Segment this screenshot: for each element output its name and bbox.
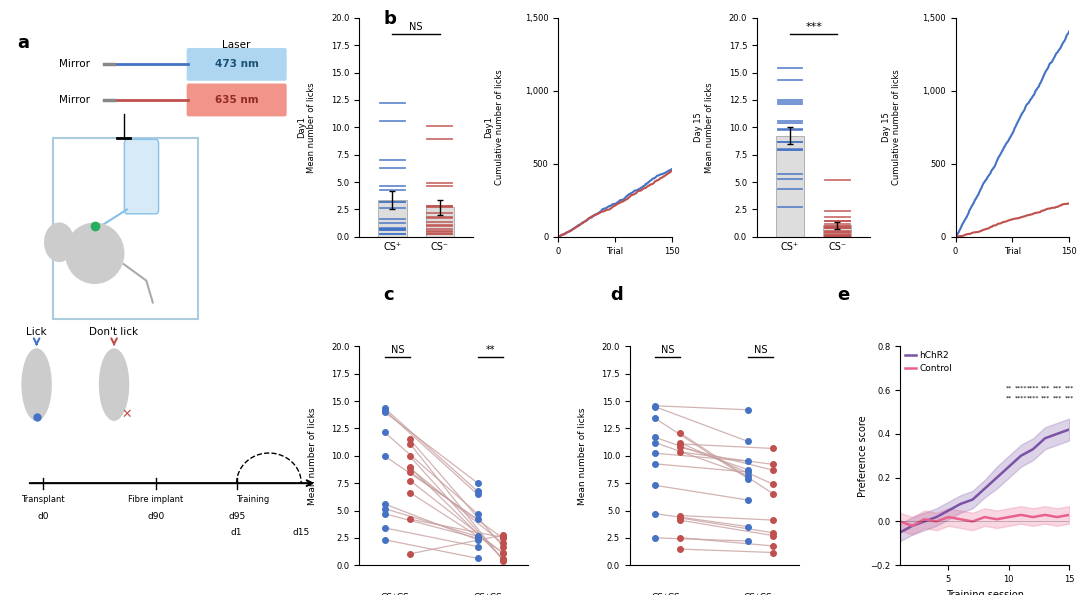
Y-axis label: Day 15
Mean number of licks: Day 15 Mean number of licks [694,82,714,173]
Text: b: b [383,10,396,28]
Control [1063,511,1076,518]
Text: 473 nm: 473 nm [215,60,258,70]
Y-axis label: Preference score: Preference score [858,415,867,497]
Ellipse shape [99,349,129,420]
Control [918,516,931,523]
Text: ***: *** [1065,396,1074,401]
Text: ***: *** [1052,385,1062,390]
Text: NS: NS [391,345,404,355]
hChR2 [1026,446,1039,453]
Text: Mirror: Mirror [59,60,91,70]
hChR2 [1051,430,1064,437]
hChR2 [906,522,919,530]
Text: ***: *** [1065,385,1074,390]
Text: NS: NS [661,345,675,355]
Ellipse shape [22,349,51,420]
Text: CS⁺CS⁻: CS⁺CS⁻ [473,593,507,595]
Text: ***: *** [806,22,822,32]
Text: ✕: ✕ [122,408,132,421]
Y-axis label: Day1
Mean number of licks: Day1 Mean number of licks [297,82,316,173]
Text: ****: **** [1027,385,1039,390]
Text: d15: d15 [293,528,310,537]
Y-axis label: Mean number of licks: Mean number of licks [308,407,318,505]
hChR2 [954,500,967,508]
Bar [378,200,407,237]
Control [1039,511,1052,518]
Ellipse shape [44,223,73,261]
hChR2 [967,496,980,503]
hChR2 [990,474,1003,481]
Line: Control: Control [900,515,1069,526]
Y-axis label: Day1
Cumulative number of licks: Day1 Cumulative number of licks [484,70,503,185]
Text: ***: *** [1040,396,1050,401]
Text: **: ** [1005,396,1012,401]
hChR2 [1063,426,1076,433]
Text: Mirror: Mirror [59,95,91,105]
Text: d: d [610,286,623,305]
Text: ***: *** [1040,385,1050,390]
Text: ***: *** [1052,396,1062,401]
Text: Lick: Lick [26,327,46,337]
Text: e: e [837,286,849,305]
Control [930,518,943,525]
Text: ****: **** [1014,385,1027,390]
Text: c: c [383,286,394,305]
Y-axis label: Day 15
Cumulative number of licks: Day 15 Cumulative number of licks [881,70,901,185]
Text: d0: d0 [38,512,49,521]
Control [942,513,955,521]
Control [1014,511,1027,518]
Text: a: a [17,35,29,52]
Control [893,518,906,525]
Text: 635 nm: 635 nm [215,95,258,105]
Text: d1: d1 [231,528,242,537]
Control [906,522,919,530]
Control [1026,513,1039,521]
Line: hChR2: hChR2 [900,430,1069,533]
Y-axis label: Mean number of licks: Mean number of licks [579,407,588,505]
Control [967,518,980,525]
Bar [775,136,805,237]
Control [990,516,1003,523]
FancyBboxPatch shape [124,139,159,214]
Text: **: ** [1005,385,1012,390]
X-axis label: Training session: Training session [946,590,1024,595]
Control [1051,513,1064,521]
FancyBboxPatch shape [187,83,286,117]
Text: Training: Training [237,495,269,505]
hChR2 [930,513,943,521]
hChR2 [978,485,991,492]
Text: Transplant: Transplant [22,495,65,505]
Text: Don't lick: Don't lick [90,327,138,337]
Ellipse shape [66,223,124,283]
Bar [823,226,851,237]
Control [978,513,991,521]
Legend: hChR2, Control: hChR2, Control [905,351,951,373]
Text: NS: NS [409,22,423,32]
hChR2 [918,518,931,525]
FancyBboxPatch shape [187,48,286,81]
Text: Laser: Laser [222,40,251,50]
Text: CS⁺CS⁻: CS⁺CS⁻ [380,593,414,595]
Control [954,516,967,523]
Text: ****: **** [1027,396,1039,401]
Bar [426,208,454,237]
Text: CS⁺CS⁻: CS⁺CS⁻ [651,593,685,595]
Text: d90: d90 [147,512,164,521]
hChR2 [1039,435,1052,442]
hChR2 [893,529,906,536]
hChR2 [1014,452,1027,459]
Text: ****: **** [1014,396,1027,401]
Text: d95: d95 [228,512,245,521]
Control [1002,513,1015,521]
hChR2 [942,507,955,514]
Text: **: ** [486,345,495,355]
Text: NS: NS [754,345,768,355]
Text: CS⁺CS⁻: CS⁺CS⁻ [744,593,778,595]
hChR2 [1002,463,1015,470]
Text: Fibre implant: Fibre implant [129,495,184,505]
